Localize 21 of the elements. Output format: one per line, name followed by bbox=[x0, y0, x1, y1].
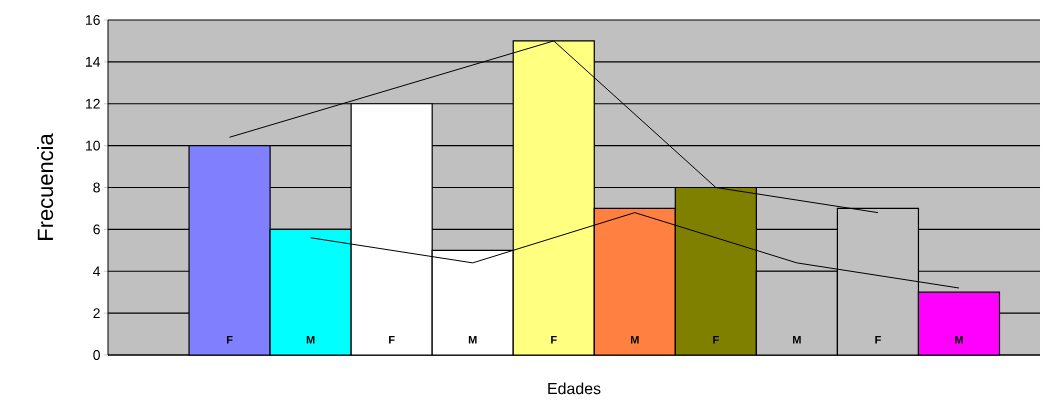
x-tick-label: F bbox=[551, 335, 557, 344]
y-tick-label: 4 bbox=[93, 266, 101, 277]
x-tick-label: M bbox=[955, 335, 963, 344]
x-tick-label: F bbox=[389, 335, 395, 344]
y-tick-label: 10 bbox=[86, 140, 100, 151]
x-tick-label: F bbox=[875, 335, 881, 344]
x-tick-label: F bbox=[713, 335, 719, 344]
x-tick-label: M bbox=[793, 335, 801, 344]
y-tick-label: 0 bbox=[93, 350, 100, 360]
y-tick-label: 12 bbox=[86, 98, 100, 109]
x-tick-label: M bbox=[630, 335, 639, 344]
x-tick-label: M bbox=[468, 335, 477, 344]
y-tick-label: 2 bbox=[93, 308, 100, 318]
y-tick-label: 6 bbox=[93, 224, 100, 235]
x-tick-label: F bbox=[226, 335, 233, 344]
x-tick-label: M bbox=[306, 335, 315, 344]
y-tick-label: 16 bbox=[86, 15, 100, 25]
y-tick-label: 8 bbox=[93, 182, 100, 193]
y-tick-label: 14 bbox=[86, 57, 101, 67]
y-axis-title: Frecuencia bbox=[37, 133, 54, 240]
x-axis-title: Edades bbox=[548, 382, 601, 395]
